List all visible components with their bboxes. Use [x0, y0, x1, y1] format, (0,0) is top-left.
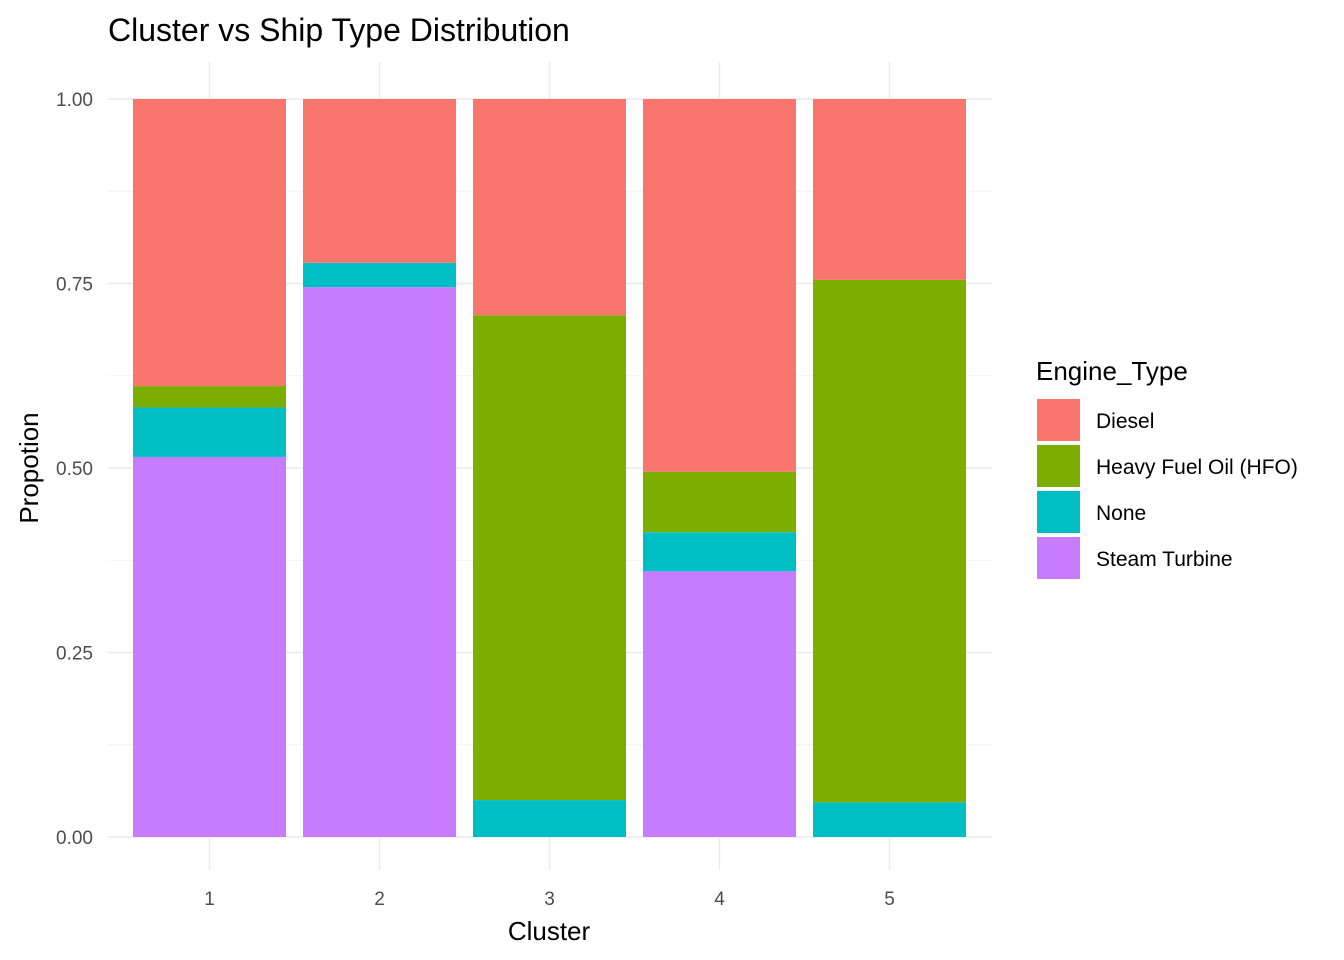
bars	[133, 99, 966, 837]
bar-segment	[813, 99, 966, 280]
bar-segment	[643, 532, 796, 572]
y-tick-label: 0.25	[56, 644, 93, 665]
legend-label: Heavy Fuel Oil (HFO)	[1096, 456, 1298, 479]
legend-swatch	[1037, 491, 1080, 533]
bar-segment	[303, 99, 456, 263]
x-tick-label: 4	[714, 889, 725, 910]
bar-segment	[473, 315, 626, 801]
x-axis-ticks: 1 2 3 4 5	[204, 889, 895, 910]
y-tick-label: 0.00	[56, 828, 93, 849]
legend-swatch	[1037, 445, 1080, 487]
x-tick-label: 2	[374, 889, 385, 910]
legend-label: Steam Turbine	[1096, 548, 1233, 571]
y-tick-label: 0.50	[56, 459, 93, 480]
y-tick-label: 1.00	[56, 90, 93, 111]
bar-segment	[813, 802, 966, 837]
bar-segment	[303, 287, 456, 837]
x-tick-label: 3	[544, 889, 555, 910]
legend-label: Diesel	[1096, 410, 1154, 433]
bar-segment	[813, 279, 966, 803]
x-tick-label: 1	[204, 889, 215, 910]
legend-swatch	[1037, 399, 1080, 441]
y-tick-label: 0.75	[56, 275, 93, 296]
legend-title: Engine_Type	[1036, 356, 1188, 386]
legend-label: None	[1096, 502, 1146, 525]
bar-segment	[133, 407, 286, 457]
chart-title: Cluster vs Ship Type Distribution	[108, 12, 570, 48]
bar-segment	[473, 99, 626, 316]
x-axis-title: Cluster	[508, 916, 591, 946]
bar-segment	[133, 99, 286, 387]
bar-segment	[643, 99, 796, 472]
legend: Engine_Type Diesel Heavy Fuel Oil (HFO) No…	[1036, 356, 1298, 579]
y-axis-ticks: 0.00 0.25 0.50 0.75 1.00	[56, 90, 93, 849]
x-tick-label: 5	[884, 889, 895, 910]
bar-segment	[643, 571, 796, 837]
y-axis-title: Propotion	[14, 412, 44, 523]
bar-segment	[643, 471, 796, 533]
bar-segment	[133, 386, 286, 408]
bar-segment	[303, 262, 456, 288]
bar-segment	[473, 800, 626, 837]
bar-segment	[133, 456, 286, 837]
legend-swatch	[1037, 537, 1080, 579]
